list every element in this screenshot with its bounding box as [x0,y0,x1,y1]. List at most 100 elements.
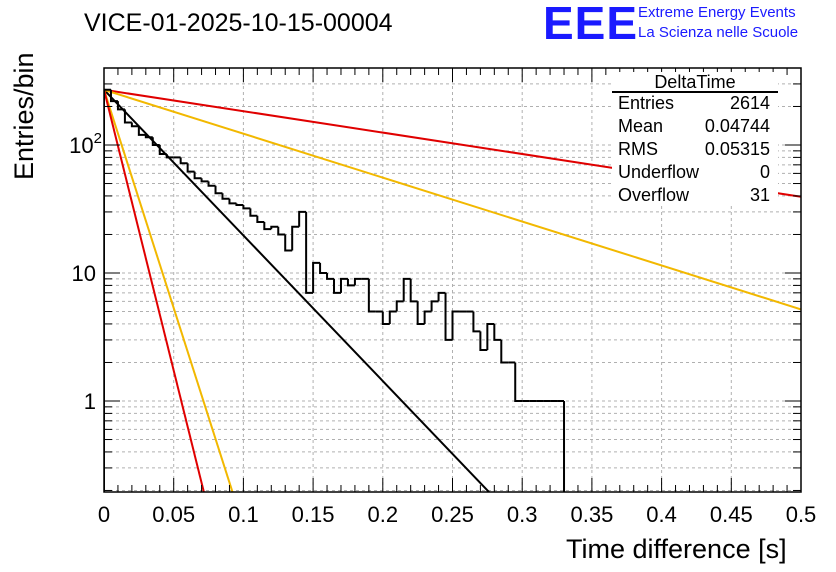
fit-curve-fast-red [104,89,205,492]
histogram-bin [326,273,335,280]
y-tick-label: 1 [84,389,96,414]
y-axis-label: Entries/bin [9,52,39,180]
histogram-bin [444,292,453,341]
histogram-bin [235,203,244,206]
histogram-bin [472,311,481,333]
histogram-bin [367,278,376,313]
stat-value: 0.05315 [704,139,770,159]
histogram-bin [416,301,425,325]
histogram-bin [242,204,251,210]
stat-value: 0 [759,162,770,182]
histogram-bin [165,154,174,159]
histogram-bin [151,137,160,146]
x-tick-label: 0.15 [292,502,335,527]
histogram-bin [493,323,502,341]
histogram-bin [130,122,139,128]
histogram-bin [249,208,258,217]
x-tick-label: 0.05 [152,502,195,527]
histogram-bin [158,145,167,156]
histogram-bin [256,215,265,224]
histogram-bin [144,134,153,139]
histogram-bin [437,291,446,302]
histogram-bin [451,310,460,340]
x-axis-label: Time difference [s] [566,534,787,564]
histogram-bin [214,185,223,195]
histogram-bin [104,88,111,492]
stats-title: DeltaTime [654,72,736,92]
x-tick-label: 0.2 [368,502,399,527]
stat-value: 2614 [729,93,770,113]
fit-curve-fast-orange [104,89,234,492]
histogram-bin [284,234,293,252]
histogram-bin [339,277,348,293]
histogram-bin [479,331,488,352]
stat-key: RMS [618,139,658,159]
logo-text-line1: Extreme Energy Events [638,4,796,21]
histogram-bin [305,211,314,294]
histogram-bin [500,339,509,364]
histogram-bin [486,322,495,351]
stats-box: DeltaTime Entries 2614 Mean 0.04744 RMS … [612,72,778,205]
histogram-bin [123,109,132,124]
histogram-bin [353,277,362,286]
stat-key: Underflow [618,162,700,182]
histogram-bin [291,225,300,251]
x-tick-label: 0.4 [646,502,677,527]
histogram-bin [312,261,321,293]
histogram-bin [228,198,237,205]
stat-key: Entries [618,93,675,113]
stat-mean: Mean 0.04744 [618,116,770,138]
histogram-bin [193,171,202,180]
histogram-bin [179,157,188,165]
x-tick-label: 0 [98,502,110,527]
x-tick-label: 0.5 [786,502,817,527]
x-tick-label: 0.25 [431,502,474,527]
histogram-bin [221,193,230,200]
histogram-bin [563,401,566,492]
axes: 0 0.05 0.1 0.15 0.2 0.25 0.3 0.35 0.4 0.45 0.5 1 10 1… [69,67,817,527]
fit-curve-fit [104,89,491,492]
eee-logo: EEE [543,0,639,49]
histogram-bin [207,181,216,187]
histogram-bin [277,226,286,236]
histogram-bin [388,310,397,324]
histogram-bin [270,225,279,230]
histogram-bin [263,222,272,231]
stat-rms: RMS 0.05315 [618,139,770,161]
y-tick-label: 102 [69,130,102,158]
histogram-bin [381,311,390,325]
stat-overflow: Overflow 31 [618,185,770,207]
stat-entries: Entries 2614 [618,93,770,115]
stat-key: Mean [618,116,664,136]
histogram-bin [319,262,328,274]
histogram-bin [116,101,125,111]
histogram-bin [333,278,341,294]
histogram-bin [186,163,195,173]
y-tick-label: 10 [72,261,96,286]
stats-divider [612,91,778,93]
histogram-bin [395,300,404,312]
histogram-bin [298,210,307,227]
x-tick-label: 0.3 [507,502,538,527]
histogram-bars [104,88,566,492]
x-tick-label: 0.35 [570,502,613,527]
histogram-bin [409,278,418,303]
fit-curve-slow-orange [104,88,801,311]
x-tick-label: 0.1 [228,502,259,527]
plot-title: VICE-01-2025-10-15-00004 [84,9,393,37]
histogram-bin [200,178,209,183]
stat-value: 31 [749,185,770,205]
stat-underflow: Underflow 0 [618,162,770,184]
histogram-bin [514,362,523,402]
histogram-bin [423,310,432,324]
histogram-bin [402,277,411,302]
stat-value: 0.04744 [704,116,770,136]
stat-key: Overflow [618,185,690,205]
logo-text-line2: La Scienza nelle Scuole [638,24,799,41]
histogram-bin [137,126,146,136]
histogram-bin [430,300,439,312]
histogram-bin [346,278,355,287]
histogram-bin [109,89,118,103]
x-tick-label: 0.45 [710,502,753,527]
